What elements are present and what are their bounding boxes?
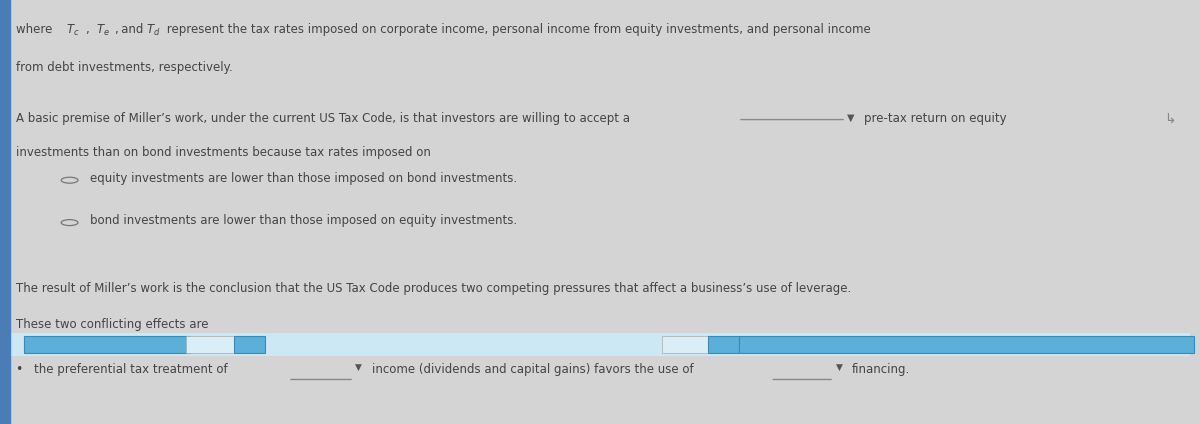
Text: ▼: ▼ bbox=[836, 363, 844, 372]
Text: $T_e$: $T_e$ bbox=[96, 23, 110, 39]
Text: ▼: ▼ bbox=[355, 363, 362, 372]
Text: where: where bbox=[16, 23, 55, 36]
Text: ↳: ↳ bbox=[1164, 112, 1176, 126]
Text: ▼: ▼ bbox=[847, 112, 854, 123]
Text: ▼: ▼ bbox=[715, 337, 721, 346]
Text: financing in a firm’s capital structure.: financing in a firm’s capital structure. bbox=[748, 337, 971, 350]
Text: $T_c$: $T_c$ bbox=[66, 23, 79, 39]
Text: equity investments are lower than those imposed on bond investments.: equity investments are lower than those … bbox=[90, 172, 517, 185]
Text: ▼: ▼ bbox=[241, 337, 247, 346]
Text: the deductibility of: the deductibility of bbox=[34, 337, 145, 350]
Text: pre-tax return on equity: pre-tax return on equity bbox=[864, 112, 1007, 126]
Text: ,: , bbox=[86, 23, 92, 36]
Text: the preferential tax treatment of: the preferential tax treatment of bbox=[34, 363, 227, 377]
Text: from debt investments, respectively.: from debt investments, respectively. bbox=[16, 61, 233, 75]
Text: financing.: financing. bbox=[852, 363, 911, 377]
Text: —which creates a tax shield—favors the use of: —which creates a tax shield—favors the u… bbox=[270, 337, 547, 350]
Text: •: • bbox=[16, 363, 23, 377]
Text: These two conflicting effects are: These two conflicting effects are bbox=[16, 318, 208, 331]
Text: A basic premise of Miller’s work, under the current US Tax Code, is that investo: A basic premise of Miller’s work, under … bbox=[16, 112, 630, 126]
Text: represent the tax rates imposed on corporate income, personal income from equity: represent the tax rates imposed on corpo… bbox=[163, 23, 871, 36]
Text: bond investments are lower than those imposed on equity investments.: bond investments are lower than those im… bbox=[90, 214, 517, 227]
Text: investments than on bond investments because tax rates imposed on: investments than on bond investments bec… bbox=[16, 146, 431, 159]
Text: , and: , and bbox=[115, 23, 146, 36]
Text: income (dividends and capital gains) favors the use of: income (dividends and capital gains) fav… bbox=[372, 363, 694, 377]
Text: $T_d$: $T_d$ bbox=[146, 23, 161, 39]
Text: The result of Miller’s work is the conclusion that the US Tax Code produces two : The result of Miller’s work is the concl… bbox=[16, 282, 851, 295]
Text: •: • bbox=[16, 337, 23, 350]
